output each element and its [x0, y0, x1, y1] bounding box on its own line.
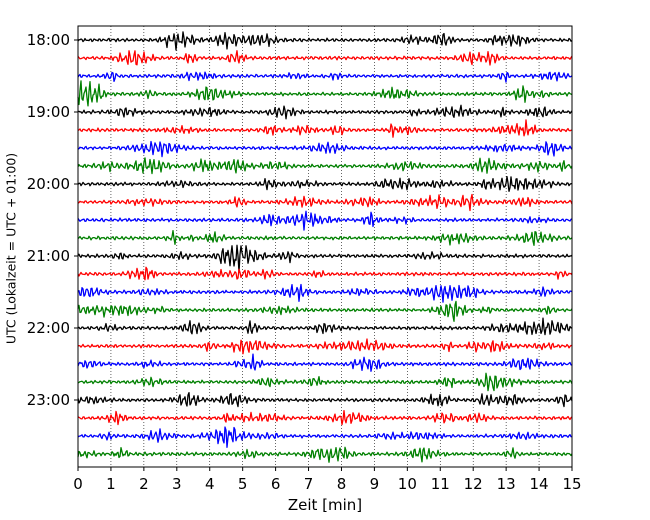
y-tick-label: 22:00 [27, 319, 70, 337]
x-tick-label: 0 [73, 475, 83, 493]
x-tick-label: 7 [304, 475, 314, 493]
trace-2245 [77, 372, 573, 392]
trace-1945 [77, 157, 573, 175]
y-tick-label: 21:00 [27, 247, 70, 265]
x-tick-label: 2 [139, 475, 149, 493]
trace-2215 [77, 338, 573, 355]
x-tick-label: 5 [238, 475, 248, 493]
trace-1830 [77, 71, 573, 83]
x-tick-label: 10 [398, 475, 417, 493]
x-tick-label: 1 [106, 475, 116, 493]
trace-2145 [77, 300, 573, 322]
trace-2115 [77, 266, 573, 281]
trace-2030 [77, 210, 573, 231]
x-tick-label: 14 [530, 475, 549, 493]
trace-2330 [77, 426, 573, 448]
trace-2045 [77, 229, 573, 246]
trace-layer [77, 31, 573, 463]
y-tick-label: 19:00 [27, 103, 70, 121]
trace-2345 [77, 446, 573, 463]
trace-2200 [77, 317, 573, 336]
x-tick-label: 15 [562, 475, 581, 493]
x-axis-label: Zeit [min] [288, 496, 362, 514]
trace-2130 [77, 283, 573, 303]
x-tick-label: 4 [205, 475, 215, 493]
x-tick-label: 6 [271, 475, 281, 493]
trace-2000 [77, 175, 573, 192]
trace-1800 [77, 31, 573, 51]
trace-1930 [77, 140, 573, 158]
x-tick-label: 3 [172, 475, 182, 493]
y-tick-label: 23:00 [27, 391, 70, 409]
trace-1845 [77, 80, 573, 107]
trace-2015 [77, 193, 573, 212]
trace-1900 [77, 104, 573, 120]
x-tick-label: 11 [431, 475, 450, 493]
x-tick-label: 9 [370, 475, 380, 493]
y-tick-label: 20:00 [27, 175, 70, 193]
y-axis-label: UTC (Lokalzeit = UTC + 01:00) [4, 153, 19, 344]
trace-2230 [77, 353, 573, 372]
trace-1915 [77, 119, 573, 138]
trace-2100 [77, 244, 573, 273]
x-axis: 0 1 2 3 4 5 6 7 8 9 10 11 12 13 14 15 [73, 467, 582, 493]
trace-2300 [77, 391, 573, 408]
trace-2315 [77, 409, 573, 426]
y-tick-label: 18:00 [27, 31, 70, 49]
x-tick-label: 13 [497, 475, 516, 493]
x-tick-label: 12 [464, 475, 483, 493]
plot-frame [77, 25, 573, 468]
y-axis: 18:00 19:00 20:00 21:00 22:00 23:00 [27, 31, 78, 409]
x-tick-label: 8 [337, 475, 347, 493]
trace-1815 [77, 50, 573, 66]
